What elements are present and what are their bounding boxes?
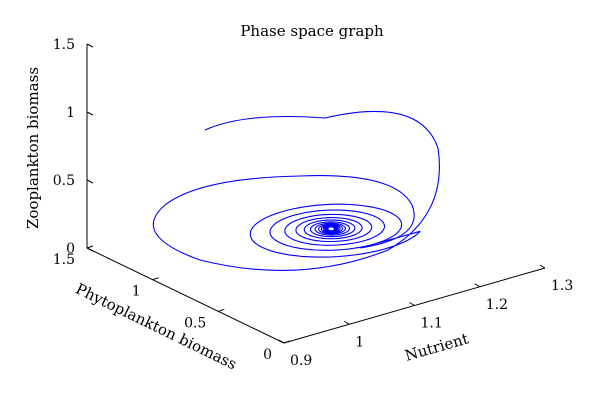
x-tick-mark bbox=[409, 302, 415, 306]
chart-title: Phase space graph bbox=[240, 22, 384, 40]
y-tick-label: 1.5 bbox=[53, 252, 75, 268]
z-tick-label: 1.5 bbox=[53, 37, 75, 53]
y-tick-label: 0.5 bbox=[184, 315, 206, 331]
x-tick-label: 1 bbox=[355, 334, 364, 350]
y-tick-label: 0 bbox=[263, 347, 272, 363]
trajectory-line bbox=[152, 111, 440, 271]
z-tick-mark bbox=[86, 247, 94, 252]
y-tick-mark bbox=[86, 245, 94, 249]
ticks: 00.511.500.511.50.911.11.21.3 bbox=[53, 37, 574, 369]
z-tick-mark bbox=[86, 43, 94, 48]
x-tick-label: 0.9 bbox=[290, 353, 312, 369]
z-tick-label: 1 bbox=[66, 105, 75, 121]
x-tick-label: 1.1 bbox=[421, 316, 443, 332]
x-tick-mark bbox=[278, 339, 285, 344]
z-tick-mark bbox=[86, 111, 94, 116]
y-tick-mark bbox=[218, 308, 225, 312]
y-tick-mark bbox=[152, 277, 159, 281]
x-axis-label: Nutrient bbox=[403, 330, 471, 365]
x-tick-label: 1.3 bbox=[551, 278, 573, 294]
y-tick-label: 1 bbox=[132, 284, 141, 300]
x-tick-label: 1.2 bbox=[486, 297, 508, 313]
z-tick-label: 0 bbox=[66, 241, 75, 257]
z-axis-label: Zooplankton biomass bbox=[24, 67, 42, 229]
y-axis-label: Phytoplankton biomass bbox=[73, 280, 240, 374]
axes bbox=[86, 44, 546, 344]
y-axis-line bbox=[86, 247, 285, 344]
z-tick-mark bbox=[86, 179, 94, 184]
z-tick-label: 0.5 bbox=[53, 173, 75, 189]
x-tick-mark bbox=[474, 283, 481, 288]
x-tick-mark bbox=[539, 264, 546, 269]
y-tick-mark bbox=[283, 340, 291, 344]
x-tick-mark bbox=[343, 320, 350, 325]
